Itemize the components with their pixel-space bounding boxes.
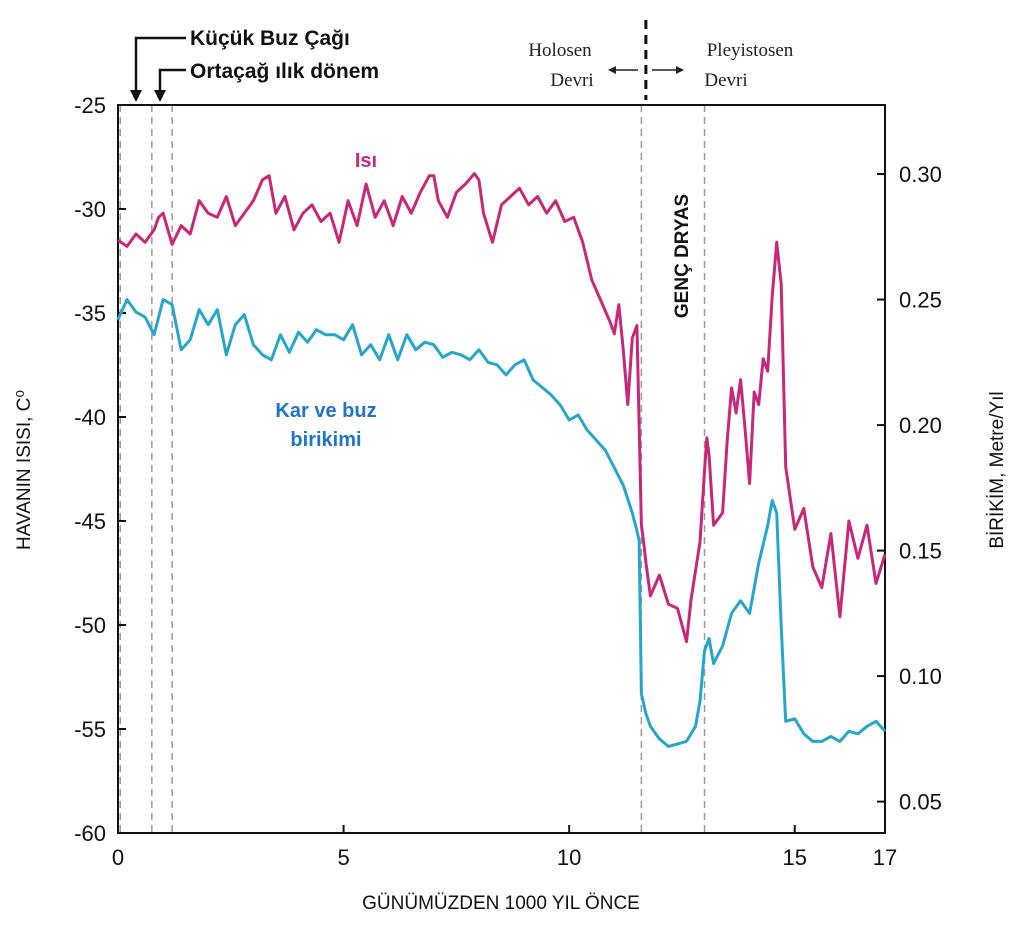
holosen-arrowhead xyxy=(608,66,616,74)
y-right-axis-title: BİRİKİM, Metre/Yıl xyxy=(987,391,1008,548)
ortacag-arrow xyxy=(158,68,186,96)
ortacag-label: Ortaçağ ılık dönem xyxy=(190,60,379,83)
y-right-tick-label-1: 0.25 xyxy=(899,288,942,313)
holosen-devri-label: Devri xyxy=(550,70,593,91)
kucuk-buz-cagi-label: Küçük Buz Çağı xyxy=(190,27,350,50)
ortacag-arrowhead xyxy=(154,90,166,102)
y-right-tick-label-3: 0.15 xyxy=(899,539,942,564)
isi-series-label: Isı xyxy=(355,150,377,172)
y-left-tick-label-3: -40 xyxy=(74,405,106,430)
y-right-axis-ticks: 0.30 0.25 0.20 0.15 0.10 0.05 xyxy=(877,162,942,815)
holosen-label: Holosen xyxy=(528,40,592,61)
genc-dryas-label: GENÇ DRYAS xyxy=(672,194,693,318)
x-tick-label-3: 15 xyxy=(783,845,807,870)
x-axis-ticks: 0 5 10 15 17 xyxy=(112,825,897,870)
kar-buz-label-line1: Kar ve buz xyxy=(275,400,376,422)
y-right-tick-label-0: 0.30 xyxy=(899,162,942,187)
y-right-tick-label-5: 0.05 xyxy=(899,790,942,815)
pleyistosen-arrowhead xyxy=(676,66,684,74)
x-tick-label-1: 5 xyxy=(337,845,349,870)
y-left-tick-label-4: -45 xyxy=(74,509,106,534)
y-left-tick-label-0: -25 xyxy=(74,93,106,118)
x-axis-title: GÜNÜMÜZDEN 1000 YIL ÖNCE xyxy=(362,893,640,914)
x-tick-label-4: 17 xyxy=(873,845,897,870)
series-isi-line xyxy=(117,172,887,644)
y-right-tick-label-4: 0.10 xyxy=(899,664,942,689)
x-tick-label-2: 10 xyxy=(557,845,581,870)
pleyistosen-label: Pleyistosen xyxy=(707,40,794,61)
y-right-tick-label-2: 0.20 xyxy=(899,413,942,438)
pleyistosen-devri-label: Devri xyxy=(704,70,747,91)
plot-frame xyxy=(117,104,886,834)
x-tick-label-0: 0 xyxy=(112,845,124,870)
y-left-tick-label-1: -30 xyxy=(74,197,106,222)
y-left-tick-label-7: -60 xyxy=(74,821,106,846)
y-left-tick-label-6: -55 xyxy=(74,717,106,742)
kucuk-buz-arrowhead xyxy=(130,90,142,102)
y-left-tick-label-2: -35 xyxy=(74,301,106,326)
kucuk-buz-arrow xyxy=(134,36,186,96)
y-left-axis-title: HAVANIN ISISI, C⁰ xyxy=(14,390,35,550)
y-left-axis-ticks: -25 -30 -35 -40 -45 -50 -55 -60 xyxy=(74,93,126,846)
y-left-tick-label-5: -50 xyxy=(74,613,106,638)
kar-buz-label-line2: birikimi xyxy=(290,429,361,451)
series-kar-buz-line xyxy=(116,298,887,748)
